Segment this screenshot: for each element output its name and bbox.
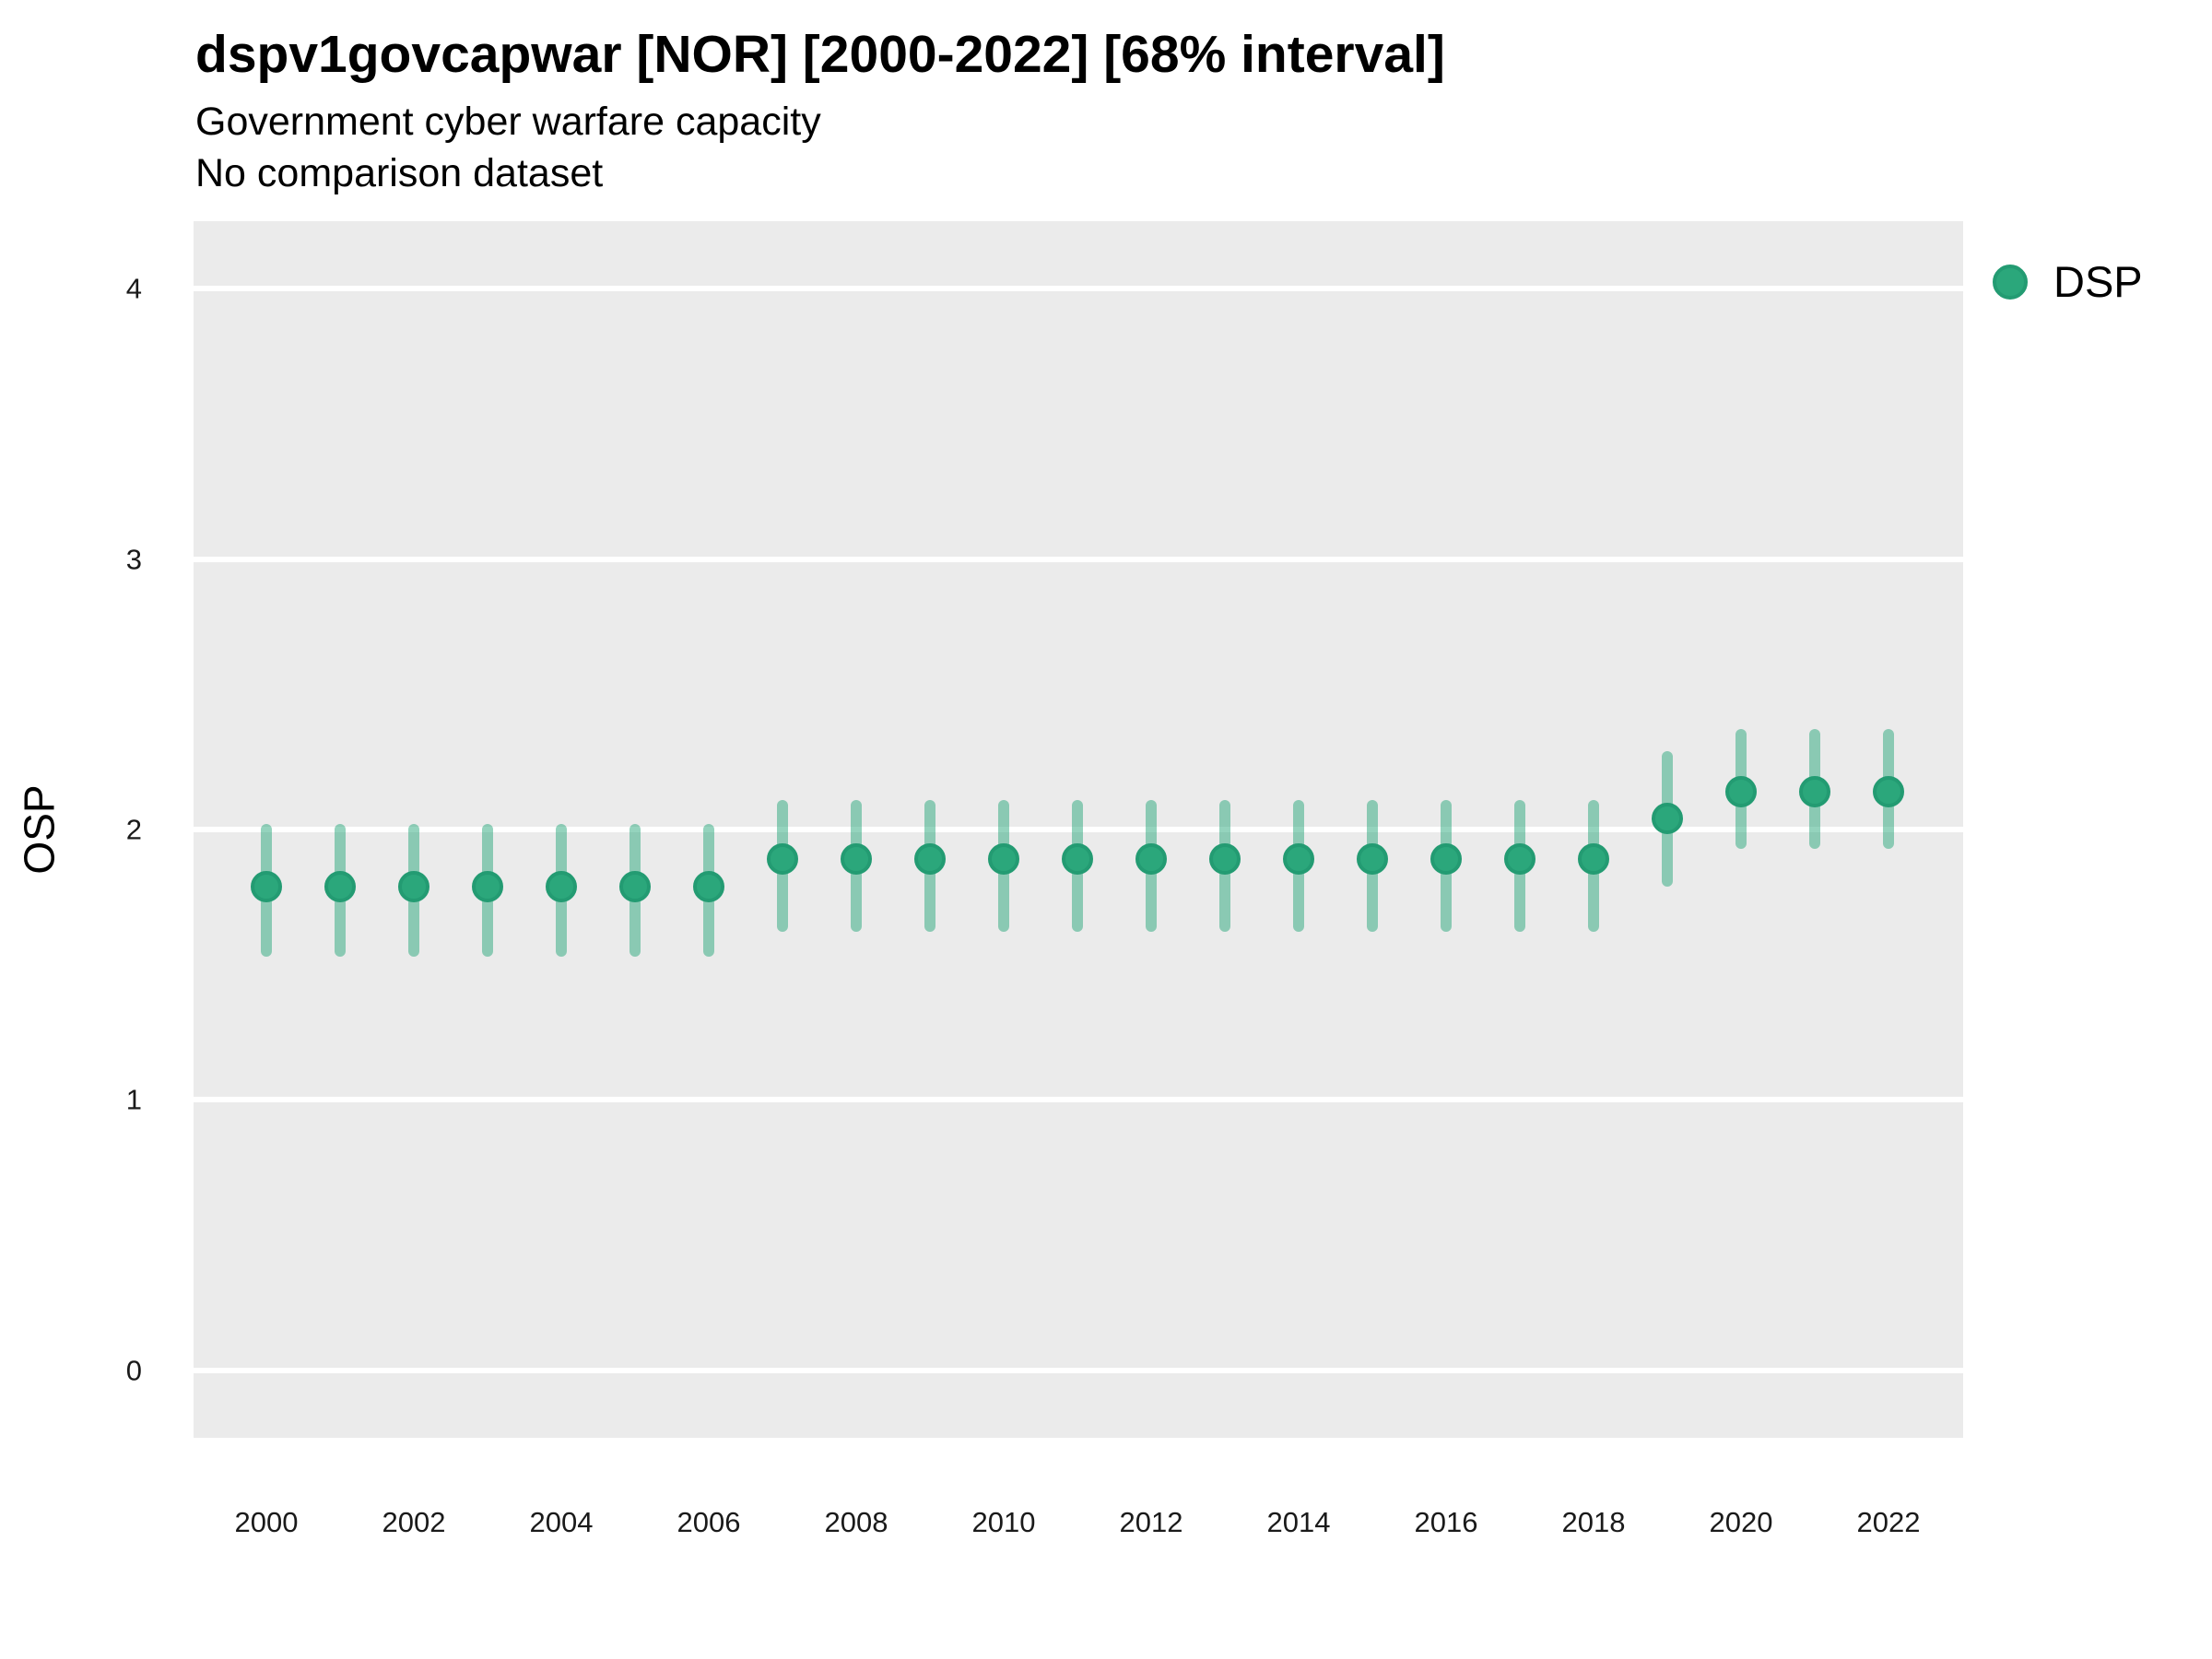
data-point-dsp-2021 xyxy=(1799,775,1830,807)
data-point-dsp-2015 xyxy=(1357,843,1388,876)
data-point-dsp-2013 xyxy=(1209,843,1241,876)
data-point-dsp-2001 xyxy=(324,870,356,902)
y-tick-label-2: 2 xyxy=(125,813,142,846)
x-tick-label-2000: 2000 xyxy=(234,1506,299,1538)
data-point-dsp-2009 xyxy=(914,843,946,876)
chart-note: No comparison dataset xyxy=(195,151,604,195)
gridline-y-1 xyxy=(194,1097,1963,1103)
data-point-dsp-2022 xyxy=(1873,775,1904,807)
y-tick-label-0: 0 xyxy=(125,1354,142,1387)
y-tick-label-1: 1 xyxy=(125,1083,142,1116)
data-point-dsp-2007 xyxy=(767,843,798,876)
data-point-dsp-2008 xyxy=(841,843,872,876)
chart-title: dspv1govcapwar [NOR] [2000-2022] [68% in… xyxy=(195,25,1445,84)
data-point-dsp-2000 xyxy=(251,870,282,902)
data-point-dsp-2020 xyxy=(1725,775,1757,807)
x-tick-label-2016: 2016 xyxy=(1414,1506,1478,1538)
data-point-dsp-2004 xyxy=(546,870,577,902)
y-tick-label-4: 4 xyxy=(125,272,142,305)
chart-subtitle: Government cyber warfare capacity xyxy=(195,100,821,144)
data-point-dsp-2003 xyxy=(472,870,503,902)
data-point-dsp-2005 xyxy=(619,870,651,902)
x-tick-label-2020: 2020 xyxy=(1709,1506,1773,1538)
data-point-dsp-2019 xyxy=(1652,803,1683,835)
data-point-dsp-2002 xyxy=(398,870,429,902)
legend: DSP xyxy=(1993,256,2143,307)
data-point-dsp-2011 xyxy=(1062,843,1093,876)
x-tick-label-2004: 2004 xyxy=(529,1506,594,1538)
x-tick-label-2010: 2010 xyxy=(971,1506,1036,1538)
data-point-dsp-2014 xyxy=(1283,843,1314,876)
data-point-dsp-2012 xyxy=(1135,843,1167,876)
gridline-y-3 xyxy=(194,556,1963,562)
legend-label-dsp: DSP xyxy=(2053,257,2143,306)
x-tick-label-2002: 2002 xyxy=(382,1506,446,1538)
x-tick-label-2018: 2018 xyxy=(1561,1506,1626,1538)
y-tick-label-3: 3 xyxy=(125,543,142,576)
data-point-dsp-2017 xyxy=(1504,843,1535,876)
legend-dot-dsp xyxy=(1993,264,2028,300)
plot-panel xyxy=(194,221,1963,1438)
data-point-dsp-2010 xyxy=(988,843,1019,876)
x-tick-label-2008: 2008 xyxy=(824,1506,888,1538)
gridline-y-0 xyxy=(194,1367,1963,1373)
x-tick-label-2012: 2012 xyxy=(1119,1506,1183,1538)
x-tick-label-2022: 2022 xyxy=(1856,1506,1921,1538)
gridline-y-4 xyxy=(194,286,1963,292)
x-tick-label-2014: 2014 xyxy=(1266,1506,1331,1538)
data-point-dsp-2016 xyxy=(1430,843,1462,876)
data-point-dsp-2018 xyxy=(1578,843,1609,876)
x-tick-label-2006: 2006 xyxy=(677,1506,741,1538)
data-point-dsp-2006 xyxy=(693,870,724,902)
